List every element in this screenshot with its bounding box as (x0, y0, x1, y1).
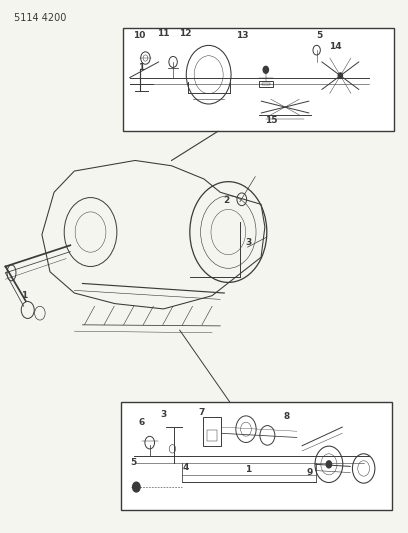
Text: 2: 2 (223, 196, 229, 205)
Text: 7: 7 (199, 408, 205, 417)
Text: 12: 12 (180, 29, 192, 38)
Bar (203, 417, 221, 446)
Text: 1: 1 (246, 465, 252, 473)
Text: 4: 4 (182, 464, 189, 472)
Text: 5: 5 (130, 458, 136, 467)
Text: 3: 3 (246, 238, 252, 247)
Circle shape (326, 461, 332, 468)
Circle shape (338, 73, 342, 78)
Text: 15: 15 (265, 116, 277, 125)
Text: 11: 11 (157, 29, 170, 38)
Circle shape (133, 482, 140, 492)
Bar (259, 81, 273, 87)
Text: 10: 10 (133, 31, 145, 41)
Text: 1: 1 (20, 291, 27, 300)
Text: 5: 5 (316, 31, 323, 41)
Bar (121, 402, 392, 511)
Text: 13: 13 (236, 31, 249, 41)
Bar (123, 28, 395, 131)
Text: 14: 14 (329, 42, 342, 51)
Text: 1: 1 (138, 63, 144, 72)
Bar (262, 83, 270, 85)
Text: 5114 4200: 5114 4200 (13, 13, 66, 23)
Bar (207, 430, 217, 441)
Text: 3: 3 (160, 410, 166, 419)
Circle shape (263, 66, 268, 73)
Text: 6: 6 (138, 418, 144, 427)
Text: 8: 8 (284, 411, 290, 421)
Text: 9: 9 (306, 468, 313, 477)
